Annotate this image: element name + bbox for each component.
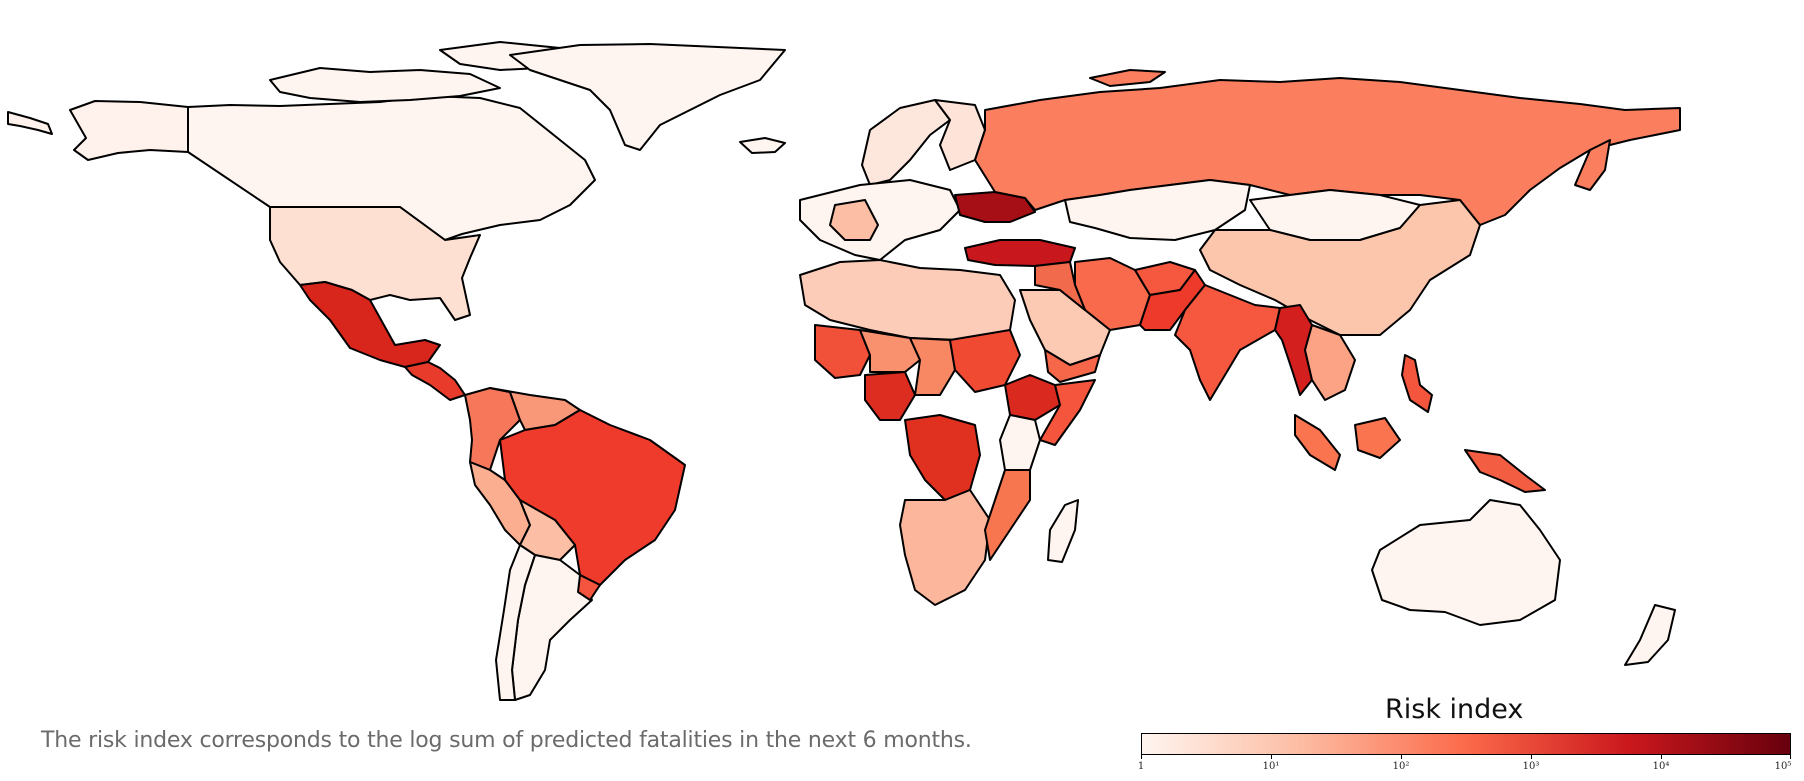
- country-dr-congo[interactable]: [904, 414, 981, 501]
- country-brazil[interactable]: [499, 409, 686, 586]
- country-new-zealand[interactable]: [1624, 604, 1676, 666]
- country-alaska[interactable]: [69, 100, 189, 161]
- country-madagascar[interactable]: [1047, 499, 1079, 563]
- country-yemen[interactable]: [1044, 349, 1101, 383]
- country-finland[interactable]: [934, 99, 986, 171]
- country-mozambique[interactable]: [984, 469, 1031, 561]
- country-china[interactable]: [1199, 199, 1481, 336]
- colorbar-tick-label: 10⁴: [1652, 761, 1670, 772]
- country-scandinavia[interactable]: [861, 99, 951, 186]
- colorbar-tick: [1661, 755, 1662, 759]
- colorbar-tick: [1271, 755, 1272, 759]
- country-united-states[interactable]: [269, 206, 481, 321]
- colorbar-tick-label: 10³: [1522, 761, 1540, 772]
- country-ethiopia[interactable]: [1004, 374, 1061, 421]
- country-mexico[interactable]: [299, 281, 441, 368]
- country-canada-islands[interactable]: [269, 67, 501, 103]
- colorbar-tick: [1790, 755, 1791, 759]
- country-india[interactable]: [1174, 284, 1281, 401]
- map-caption: The risk index corresponds to the log su…: [41, 728, 972, 753]
- country-western-europe[interactable]: [799, 179, 961, 261]
- colorbar-tick-label: 10⁵: [1774, 761, 1792, 772]
- country-myanmar[interactable]: [1274, 304, 1313, 396]
- world-map: [7, 41, 1681, 701]
- country-chad[interactable]: [909, 337, 956, 396]
- country-france[interactable]: [829, 199, 879, 241]
- country-alaska-west[interactable]: [7, 111, 53, 135]
- country-uruguay[interactable]: [577, 574, 601, 601]
- colorbar-tick-label: 10¹: [1262, 761, 1280, 772]
- legend-title: Risk index: [1385, 694, 1524, 725]
- country-greenland[interactable]: [509, 43, 786, 151]
- colorbar-tick-label: 1: [1137, 761, 1145, 772]
- country-southern-africa[interactable]: [899, 489, 991, 606]
- country-nigeria[interactable]: [864, 371, 916, 421]
- country-australia[interactable]: [1371, 499, 1561, 626]
- colorbar-tick-label: 10²: [1392, 761, 1410, 772]
- country-north-africa[interactable]: [799, 259, 1016, 341]
- country-iceland[interactable]: [739, 137, 786, 154]
- country-turkey[interactable]: [964, 239, 1076, 267]
- country-iraq-syria[interactable]: [1034, 261, 1086, 311]
- risk-colorbar: [1141, 733, 1791, 755]
- colorbar-tick: [1141, 755, 1142, 759]
- country-indonesia-borneo[interactable]: [1354, 417, 1401, 459]
- colorbar-tick: [1401, 755, 1402, 759]
- country-kenya[interactable]: [999, 414, 1041, 471]
- country-russia-kamchatka[interactable]: [1574, 139, 1611, 191]
- colorbar-tick: [1531, 755, 1532, 759]
- country-kazakhstan[interactable]: [1064, 179, 1251, 241]
- country-indonesia[interactable]: [1294, 414, 1341, 471]
- country-southeast-asia[interactable]: [1304, 324, 1356, 401]
- country-somalia[interactable]: [1039, 379, 1096, 446]
- country-russia-islands[interactable]: [1089, 69, 1166, 87]
- country-philippines[interactable]: [1401, 354, 1433, 413]
- country-papua-new-guinea[interactable]: [1464, 449, 1546, 493]
- country-chile[interactable]: [495, 544, 536, 701]
- country-central-america[interactable]: [404, 361, 466, 401]
